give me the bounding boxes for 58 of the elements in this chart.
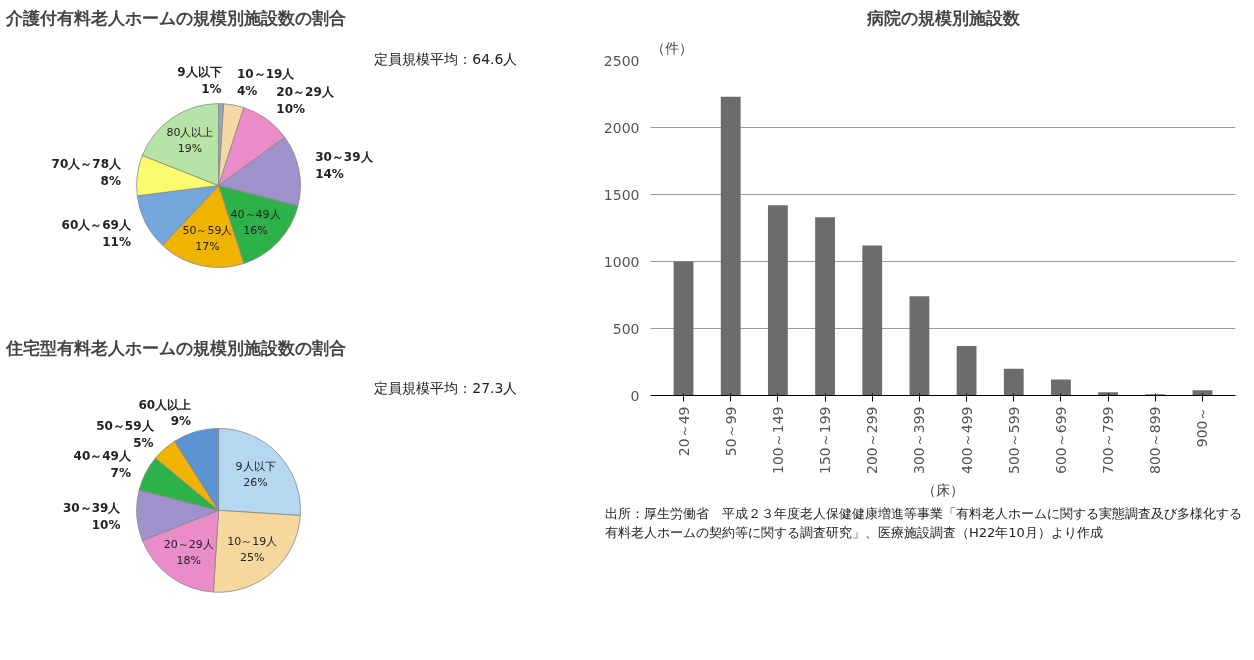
slice-label: 40～49人 xyxy=(73,448,132,463)
text: 定員規模平均：27.3人 xyxy=(374,379,518,396)
data-label: 7% xyxy=(110,465,131,480)
data-label: 10% xyxy=(276,102,306,117)
x-tick-label: 300～399 xyxy=(911,406,928,474)
data-label: 25% xyxy=(239,550,265,564)
x-tick-label: 200～299 xyxy=(864,406,881,474)
slice-label: 60人以上 xyxy=(138,397,192,412)
slice-label: 9人以下 xyxy=(177,65,222,80)
slice-label: 20～29人 xyxy=(163,538,214,552)
data-label: 26% xyxy=(243,475,268,489)
data-label: 11% xyxy=(102,234,131,249)
x-tick-label: 50～99 xyxy=(722,406,739,457)
data-label: 14% xyxy=(315,167,344,182)
y-tick-label: 500 xyxy=(612,320,640,337)
x-axis-title: （床） xyxy=(922,481,964,498)
slice-label: 10～19人 xyxy=(236,67,296,82)
slice-label: 20～29人 xyxy=(276,85,335,100)
text: 定員規模平均：64.6人 xyxy=(374,50,518,67)
x-tick-label: 700～799 xyxy=(1100,406,1117,474)
slice-label: 9人以下 xyxy=(235,460,276,474)
data-label: 16% xyxy=(243,223,268,237)
y-tick-label: 2500 xyxy=(603,52,640,69)
text: 出所：厚生労働省 平成２３年度老人保健健康増進等事業「有料老人ホームに関する実態調査及び多様化する有料老人ホームの契約等に関する調査研究」、医療施設調査（H22年10月）より作成 xyxy=(605,505,1243,542)
x-tick-label: 500～599 xyxy=(1005,406,1022,474)
x-tick-label: 800～899 xyxy=(1147,406,1164,474)
data-label: 8% xyxy=(100,173,121,188)
data-label: 19% xyxy=(177,142,203,156)
y-tick-label: 0 xyxy=(630,387,640,404)
slice-label: 60人～69人 xyxy=(61,217,132,232)
data-label: 1% xyxy=(201,82,222,97)
data-label: 10% xyxy=(91,518,121,533)
x-tick-label: 600～699 xyxy=(1052,406,1069,474)
slice-label: 50～59人 xyxy=(182,224,233,238)
slice-label: 50～59人 xyxy=(96,418,155,433)
data-label: 5% xyxy=(133,435,154,450)
data-label: 17% xyxy=(195,239,220,253)
chart-title: 介護付有料老人ホームの規模別施設数の割合 xyxy=(4,7,346,28)
x-tick-label: 100～149 xyxy=(769,406,786,474)
slice-label: 40～49人 xyxy=(230,208,281,222)
x-tick-label: 150～199 xyxy=(817,406,834,474)
slice-label: 30～39人 xyxy=(63,501,122,516)
data-label: 9% xyxy=(170,414,192,429)
data-label: 18% xyxy=(176,554,201,568)
x-tick-label: 20～49 xyxy=(675,406,692,457)
chart-title: 住宅型有料老人ホームの規模別施設数の割合 xyxy=(4,337,346,358)
data-label: 4% xyxy=(236,83,258,98)
slice-label: 30～39人 xyxy=(315,150,374,165)
slice-label: 80人以上 xyxy=(166,126,214,140)
y-tick-label: 2000 xyxy=(603,119,640,136)
slice-label: 10～19人 xyxy=(227,535,278,549)
slice-label: 70人～78人 xyxy=(51,157,122,172)
y-tick-label: 1500 xyxy=(603,186,640,203)
y-axis-title: （件） xyxy=(650,39,693,56)
y-tick-label: 1000 xyxy=(603,253,640,270)
chart-title: 病院の規模別施設数 xyxy=(865,7,1021,28)
x-tick-label: 900～ xyxy=(1194,406,1211,448)
x-tick-label: 400～499 xyxy=(958,406,975,474)
